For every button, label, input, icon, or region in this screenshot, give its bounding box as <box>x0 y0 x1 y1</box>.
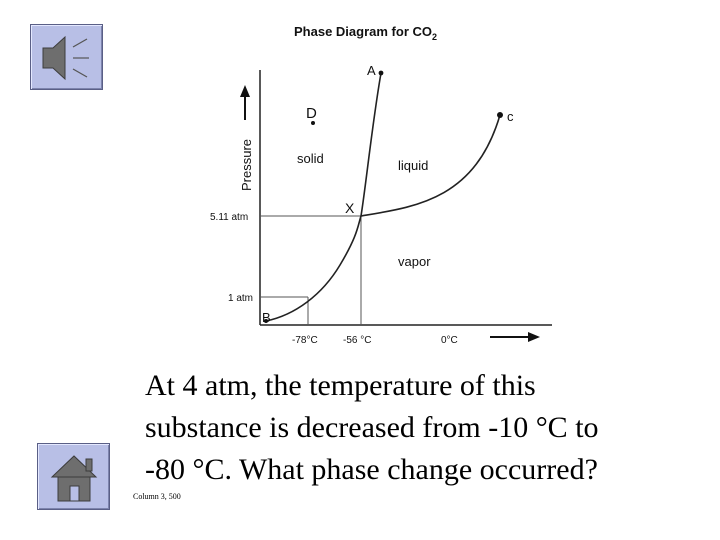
point-a-marker <box>379 71 384 76</box>
point-x-label: X <box>345 200 355 216</box>
temperature-arrow <box>490 332 540 342</box>
house-icon <box>38 444 111 511</box>
slide-id-label: Column 3, 500 <box>133 492 181 501</box>
question-line: At 4 atm, the temperature of this <box>145 369 536 402</box>
temperature-tick-label: -56 °C <box>343 335 371 346</box>
speaker-icon <box>31 25 104 91</box>
vaporization-curve <box>361 115 500 216</box>
vapor-region-label: vapor <box>398 254 431 269</box>
point-c-marker <box>497 112 503 118</box>
y-axis-label: Pressure <box>239 139 254 191</box>
question-text: At 4 atm, the temperature of this substa… <box>145 365 710 491</box>
temperature-tick-label: 0°C <box>441 335 458 346</box>
point-a-label: A <box>367 63 376 78</box>
melting-curve <box>361 73 381 216</box>
pressure-arrow <box>240 85 250 120</box>
point-d-label: D <box>306 105 317 122</box>
point-b-label: B <box>262 310 271 325</box>
home-button[interactable] <box>37 443 110 510</box>
diagram-title: Phase Diagram for CO2 <box>294 24 437 42</box>
solid-region-label: solid <box>297 151 324 166</box>
liquid-region-label: liquid <box>398 158 428 173</box>
point-c-label: c <box>507 109 514 124</box>
pressure-tick-label: 5.11 atm <box>210 212 248 223</box>
phase-diagram: Phase Diagram for CO2 Pressure A <box>200 15 560 350</box>
temperature-tick-label: -78°C <box>292 335 318 346</box>
sublimation-curve <box>266 216 361 321</box>
pressure-tick-label: 1 atm <box>228 293 253 304</box>
question-line: substance is decreased from -10 °C to <box>145 411 599 444</box>
sound-button[interactable] <box>30 24 103 90</box>
question-line: -80 °C. What phase change occurred? <box>145 453 598 486</box>
